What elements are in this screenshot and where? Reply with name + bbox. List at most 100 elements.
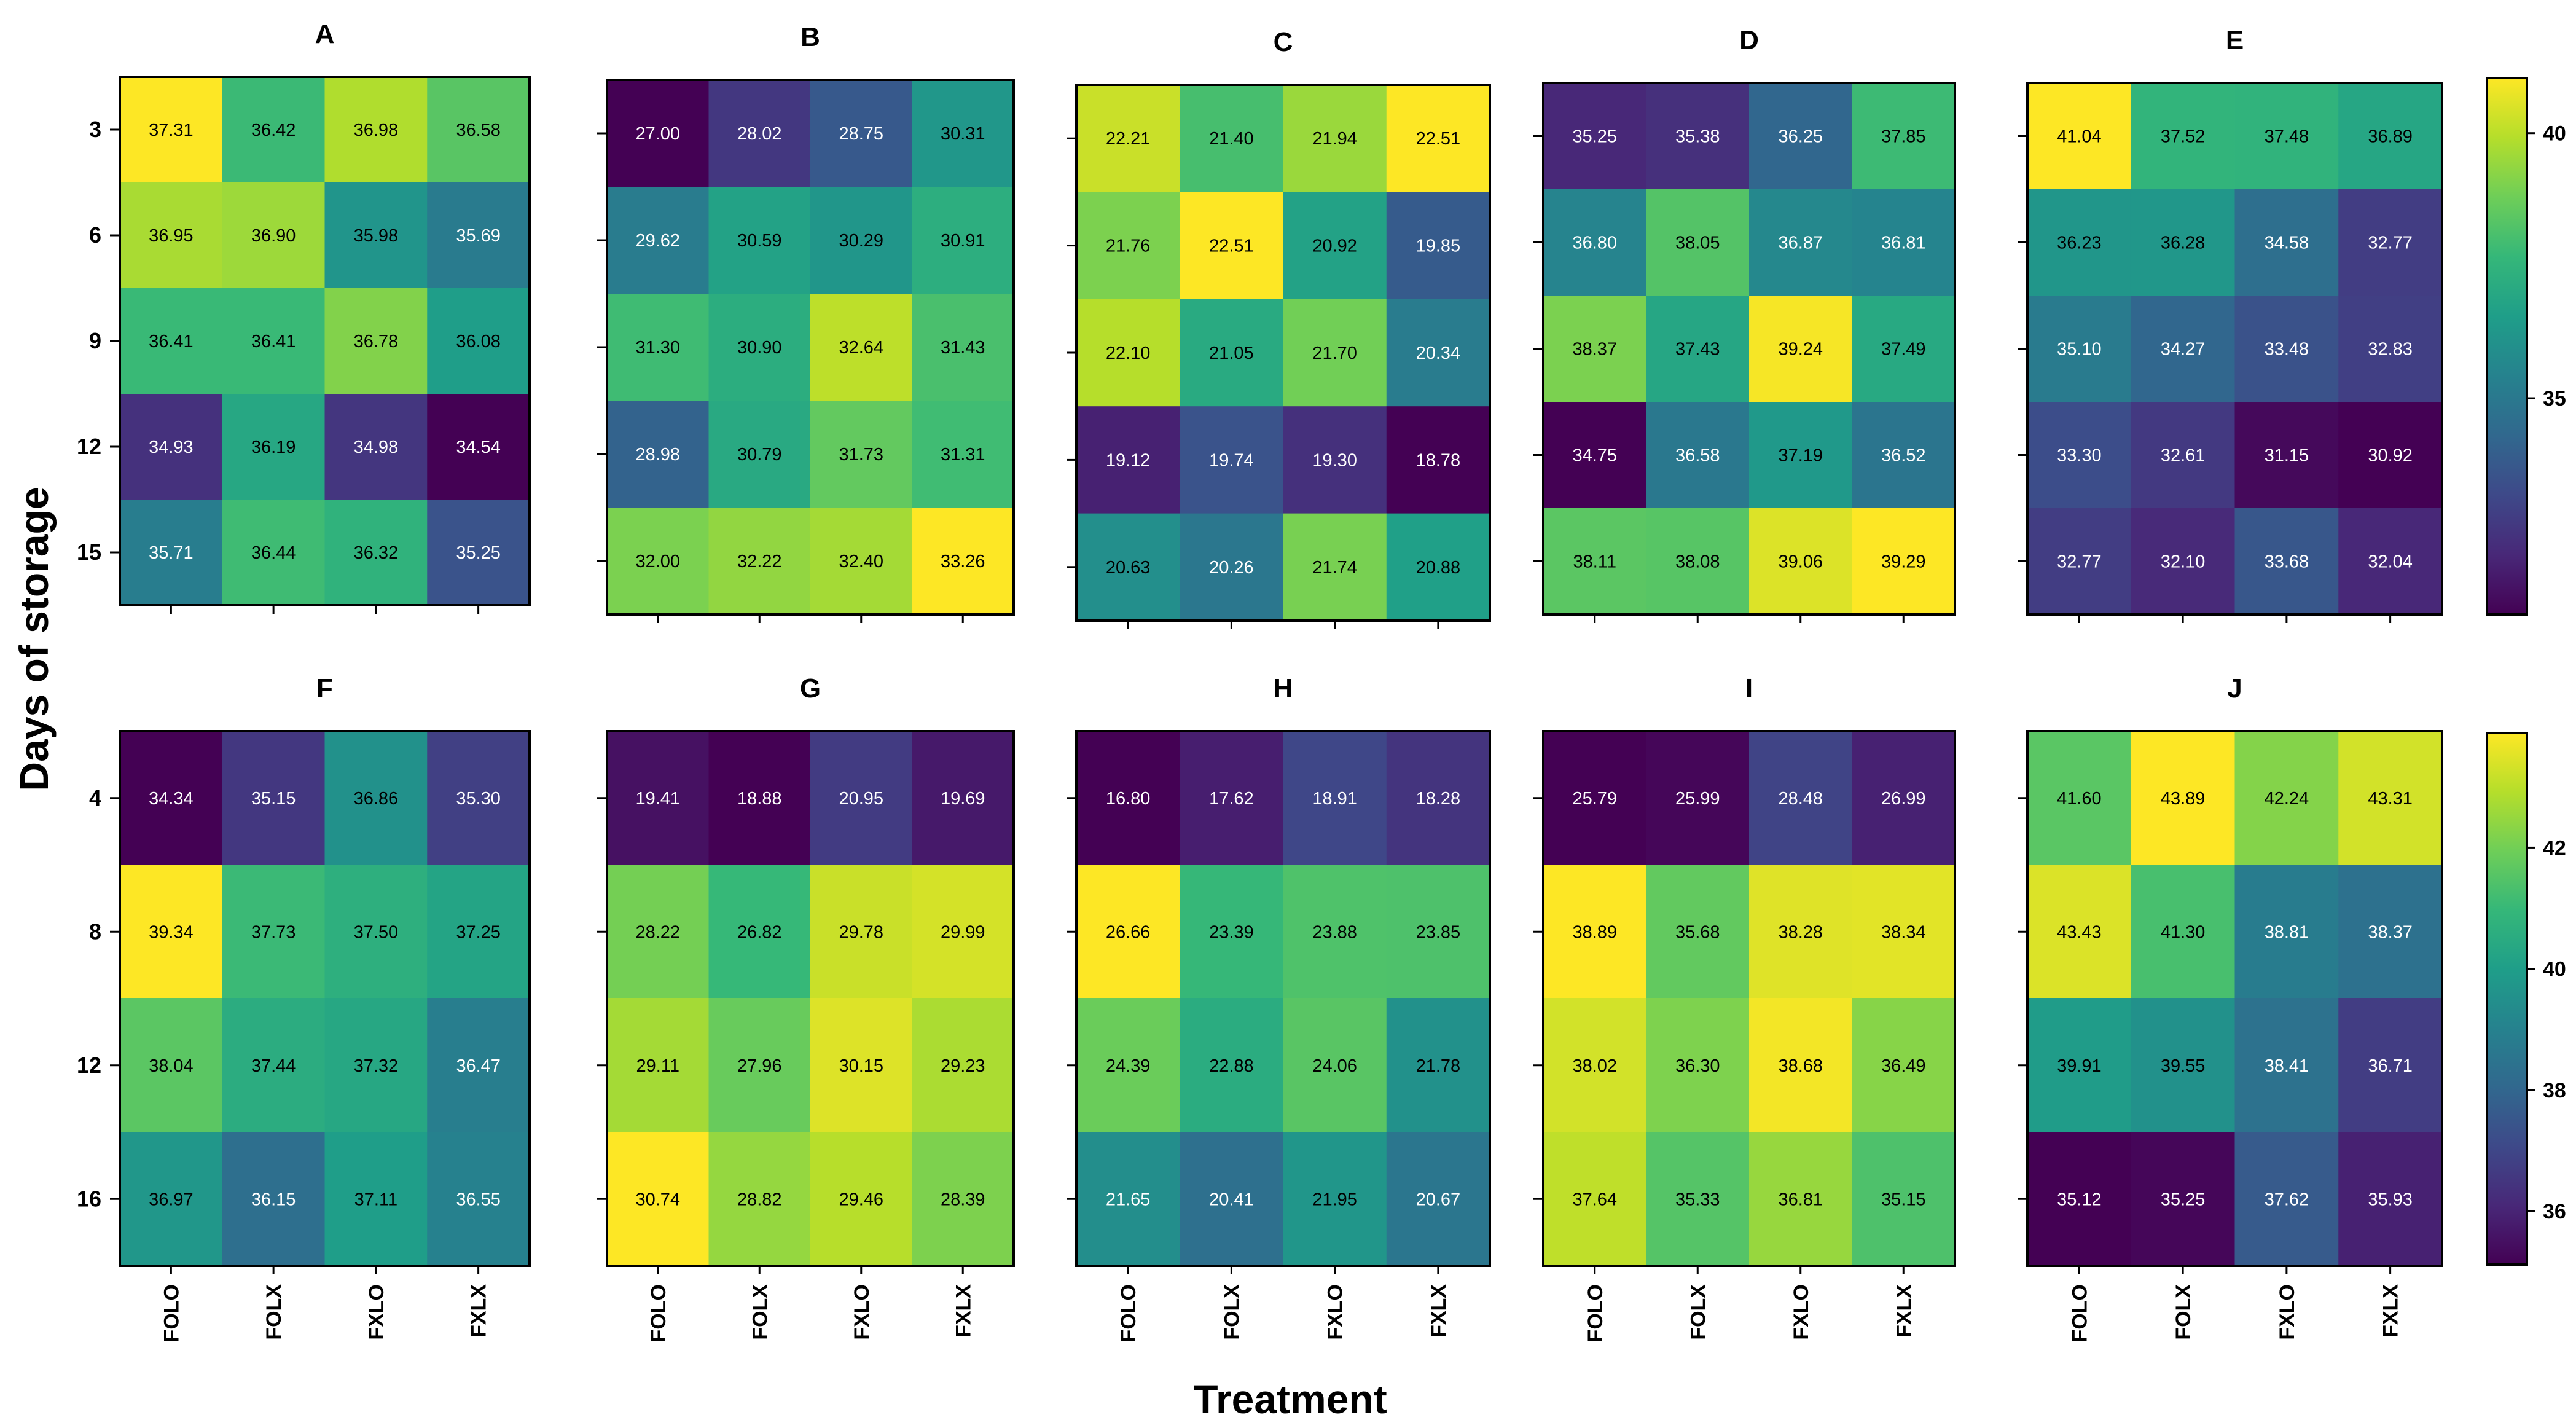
heatmap-cell [120,998,223,1132]
cell-value-label: 39.06 [1778,552,1823,572]
cell-value-label: 35.30 [456,789,501,809]
heatmap-cell [1180,1132,1283,1266]
colorbar-tick-label: 40 [2543,958,2566,981]
cell-value-label: 23.88 [1312,922,1357,942]
heatmap-cell [912,187,1014,294]
heatmap-cell [427,77,530,183]
heatmap-cell [708,80,811,187]
heatmap-cell [1386,85,1490,192]
cell-value-label: 35.25 [1572,127,1617,147]
y-tick-label: 3 [89,117,101,142]
heatmap-cell [1852,402,1955,509]
heatmap-cell [2234,508,2339,615]
cell-value-label: 36.55 [456,1190,501,1209]
heatmap-cell [1749,998,1852,1132]
heatmap-cell [1180,865,1283,999]
heatmap-cell [1180,85,1283,192]
heatmap-cell [1749,865,1852,999]
cell-value-label: 36.41 [251,332,296,351]
cell-value-label: 36.23 [2057,233,2102,253]
cell-value-label: 35.68 [1675,922,1720,942]
x-tick-label: FOLX [1686,1284,1710,1340]
panel-title: I [1745,673,1753,704]
heatmap-panel: A 37.31 36.42 36.98 36.58 36.95 36.90 35.98 35.6… [77,19,531,614]
heatmap-cell [2338,402,2443,509]
cell-value-label: 21.94 [1312,129,1357,149]
cell-value-label: 31.31 [941,445,985,465]
heatmap-cell [1852,865,1955,999]
heatmap-cell [324,182,428,289]
cell-value-label: 22.10 [1106,343,1151,363]
heatmap-panel: E 41.04 37.52 37.48 36.89 36.23 36.28 34.58 32.7… [2018,25,2566,623]
cell-value-label: 38.41 [2265,1056,2309,1076]
cell-value-label: 37.19 [1778,446,1823,466]
cell-value-label: 21.78 [1416,1056,1461,1076]
x-tick-label: FXLX [1892,1284,1916,1338]
heatmap-cell [427,288,530,394]
heatmap-cell [2131,865,2235,999]
cell-value-label: 36.81 [1881,233,1926,253]
heatmap-cell [427,182,530,289]
heatmap-cell [222,288,325,394]
heatmap-cell [1386,192,1490,300]
heatmap-cell [1386,1132,1490,1266]
colorbar [2486,732,2528,1266]
cell-value-label: 36.71 [2368,1056,2413,1076]
cell-value-label: 36.87 [1778,233,1823,253]
cell-value-label: 29.78 [839,922,883,942]
panel-title: F [316,673,333,704]
heatmap-cell [1180,406,1283,514]
heatmap-cell [2338,998,2443,1132]
cell-value-label: 38.37 [1572,340,1617,359]
heatmap-cell [1852,508,1955,615]
x-tick-label: FOLX [748,1284,772,1340]
panel-title: D [1739,25,1759,55]
heatmap-cell [1646,998,1750,1132]
heatmap-cell [2027,189,2132,296]
cell-value-label: 21.70 [1312,343,1357,363]
cell-value-label: 20.67 [1416,1190,1461,1209]
cell-value-label: 21.76 [1106,237,1151,256]
heatmap-cell [1646,865,1750,999]
cell-value-label: 38.05 [1675,233,1720,253]
cell-value-label: 37.50 [354,922,399,942]
panel-frame [1075,730,1491,1267]
colorbar-tick-label: 36 [2543,1200,2566,1223]
cell-value-label: 36.98 [354,120,399,140]
heatmap-cell [607,1132,709,1266]
panel-frame [119,730,531,1267]
cell-value-label: 19.69 [941,789,985,809]
heatmap-cell [708,731,811,865]
cell-value-label: 42.24 [2265,789,2309,809]
cell-value-label: 32.64 [839,338,883,358]
heatmap-cell [1076,406,1180,514]
heatmap-panel: J 41.60 43.89 42.24 43.31 43.43 41.30 38.81 38.3… [2018,673,2566,1342]
cell-value-label: 36.32 [354,543,399,563]
heatmap-cell [222,500,325,606]
cell-value-label: 37.64 [1572,1190,1617,1209]
heatmap-cell [912,294,1014,401]
x-tick-label: FOLX [262,1284,286,1340]
heatmap-cell [810,1132,912,1266]
cell-value-label: 36.89 [2368,127,2413,147]
heatmap-cell [2338,83,2443,190]
heatmap-cell [1283,406,1387,514]
cell-value-label: 30.74 [635,1190,680,1209]
heatmap-cell [120,394,223,500]
cell-value-label: 28.82 [737,1190,782,1209]
x-tick-label: FXLO [1324,1284,1347,1340]
cell-value-label: 41.30 [2161,922,2206,942]
heatmap-cell [607,998,709,1132]
colorbar-tick-label: 42 [2543,836,2566,860]
cell-value-label: 17.62 [1209,789,1254,809]
cell-value-label: 34.54 [456,437,501,457]
heatmap-cell [120,288,223,394]
heatmap-cell [1646,1132,1750,1266]
cell-value-label: 38.28 [1778,922,1823,942]
heatmap-cell [2338,189,2443,296]
cell-value-label: 31.73 [839,445,883,465]
heatmap-cell [708,187,811,294]
heatmap-cell [1076,513,1180,621]
heatmap-cell [324,394,428,500]
